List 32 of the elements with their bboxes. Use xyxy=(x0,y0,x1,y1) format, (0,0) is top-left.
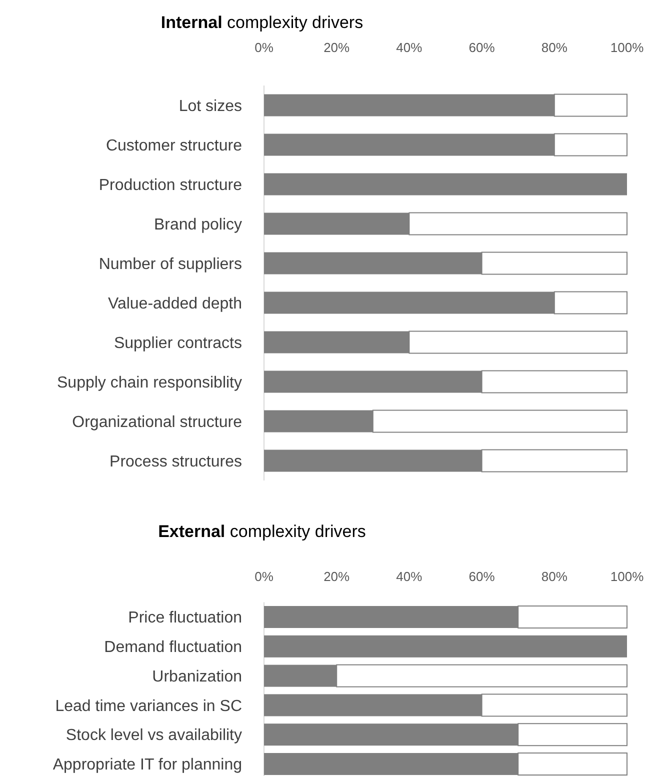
x-tick-label: 40% xyxy=(396,40,423,55)
y-tick-label: Urbanization xyxy=(152,668,242,686)
y-tick-label: Number of suppliers xyxy=(98,256,242,273)
x-tick-label: 0% xyxy=(254,40,274,55)
x-tick-label: 80% xyxy=(541,40,568,55)
bar xyxy=(264,173,627,196)
y-tick-label: Customer structure xyxy=(106,137,242,154)
chart-title: Internal complexity drivers xyxy=(160,13,364,32)
y-tick-label: Value-added depth xyxy=(108,295,242,312)
x-tick-label: 20% xyxy=(324,569,350,584)
y-tick-label: Appropriate IT for planning xyxy=(52,756,242,774)
y-tick-label: Brand policy xyxy=(154,216,242,234)
y-tick-label: Supply chain responsiblity xyxy=(57,374,242,392)
x-tick-label: 40% xyxy=(396,569,423,584)
y-tick-label: Stock level vs availability xyxy=(66,727,242,744)
x-tick-label: 20% xyxy=(324,40,350,55)
x-tick-label: 80% xyxy=(541,569,568,584)
y-tick-label: Organizational structure xyxy=(72,414,242,431)
y-tick-label: Price fluctuation xyxy=(128,610,242,627)
y-tick-label: Lot sizes xyxy=(178,98,242,115)
bar xyxy=(264,635,627,658)
x-tick-label: 0% xyxy=(254,569,274,584)
y-tick-label: Process structures xyxy=(110,453,242,470)
x-tick-label: 60% xyxy=(468,569,496,584)
y-tick-label: Demand fluctuation xyxy=(104,639,242,656)
chart-title: External complexity drivers xyxy=(158,522,366,541)
x-tick-label: 100% xyxy=(610,40,644,55)
y-tick-label: Lead time variances in SC xyxy=(55,698,242,715)
x-tick-label: 60% xyxy=(468,40,496,55)
x-tick-label: 100% xyxy=(610,569,644,584)
y-tick-label: Supplier contracts xyxy=(114,334,242,352)
y-tick-label: Production structure xyxy=(98,176,242,194)
